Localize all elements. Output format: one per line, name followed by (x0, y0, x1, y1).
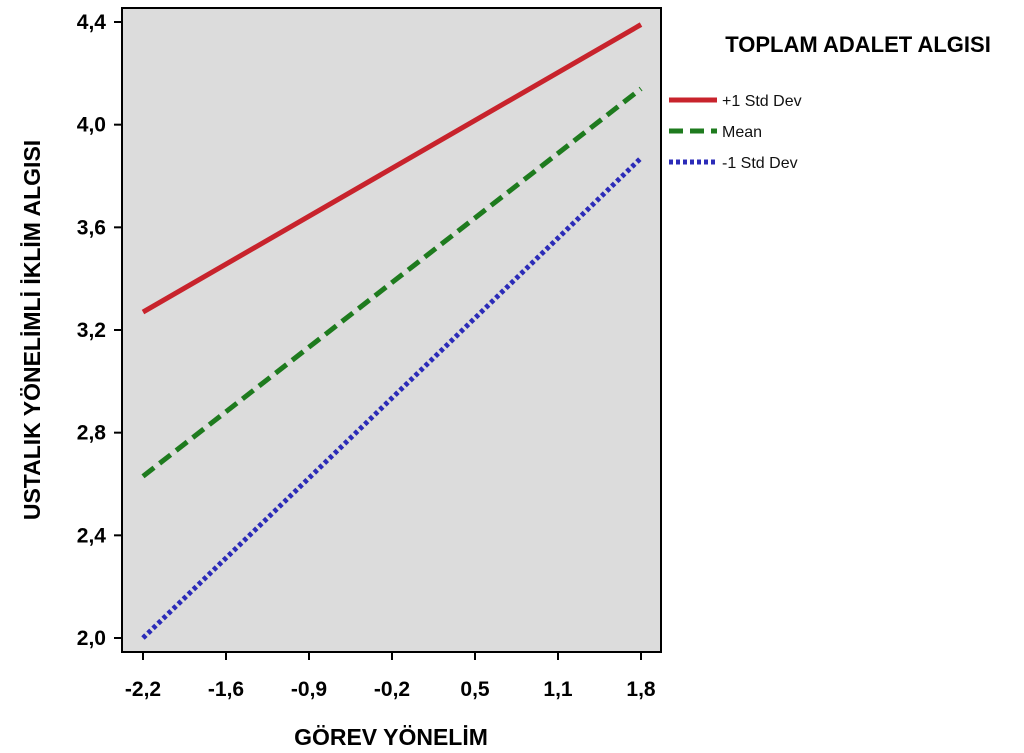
series-line-1 (141, 86, 643, 479)
legend-label: +1 Std Dev (722, 93, 802, 110)
y-axis: 2,0 2,4 2,8 3,2 3,6 4,0 4,4 (77, 11, 122, 650)
y-tick-label: 2,0 (77, 627, 106, 650)
y-tick-label: 4,4 (77, 11, 107, 34)
y-tick-label: 2,4 (77, 524, 107, 547)
x-tick-label: 1,8 (626, 678, 656, 701)
x-tick-label: 0,5 (460, 678, 490, 701)
legend-label: Mean (722, 124, 762, 141)
x-axis: -2,2 -1,6 -0,9 -0,2 0,5 1,1 1,8 (125, 652, 656, 701)
y-axis-title: USTALIK YÖNELİMLİ İKLİM ALGISI (19, 140, 45, 520)
plot-area (121, 7, 662, 653)
y-tick-label: 4,0 (77, 114, 106, 137)
series-line-0 (141, 22, 643, 315)
x-tick-label: 1,1 (543, 678, 573, 701)
series-line-2 (141, 156, 643, 640)
x-tick-label: -2,2 (125, 678, 161, 701)
y-tick-label: 2,8 (77, 422, 107, 445)
y-tick-label: 3,2 (77, 319, 106, 342)
x-tick-label: -1,6 (208, 678, 244, 701)
y-tick-label: 3,6 (77, 216, 106, 239)
legend-label: -1 Std Dev (722, 155, 798, 172)
x-axis-title: GÖREV YÖNELİM (294, 724, 488, 750)
legend: +1 Std Dev Mean -1 Std Dev (669, 93, 802, 172)
x-tick-label: -0,2 (374, 678, 410, 701)
series-lines (141, 22, 643, 640)
x-tick-label: -0,9 (291, 678, 327, 701)
legend-title: TOPLAM ADALET ALGISI (725, 32, 991, 57)
